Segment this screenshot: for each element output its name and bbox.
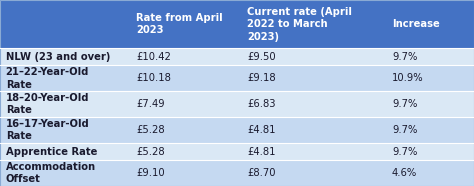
Bar (0, 0, 130, 48)
Text: £4.81: £4.81 (247, 125, 276, 135)
Bar (130, 117, 242, 143)
Text: £9.10: £9.10 (136, 168, 164, 178)
Bar (242, 65, 386, 91)
Bar (0, 143, 130, 160)
Bar (130, 0, 242, 48)
Bar (0, 65, 130, 91)
Text: Apprentice Rate: Apprentice Rate (6, 147, 97, 157)
Text: 4.6%: 4.6% (392, 168, 417, 178)
Bar (242, 0, 386, 48)
Bar (386, 65, 474, 91)
Text: Current rate (April
2022 to March
2023): Current rate (April 2022 to March 2023) (247, 7, 352, 41)
Bar (130, 91, 242, 117)
Text: NLW (23 and over): NLW (23 and over) (6, 52, 110, 62)
Text: 10.9%: 10.9% (392, 73, 424, 83)
Text: £10.42: £10.42 (136, 52, 171, 62)
Bar (386, 143, 474, 160)
Bar (242, 160, 386, 186)
Bar (0, 48, 130, 65)
Bar (242, 143, 386, 160)
Bar (386, 91, 474, 117)
Text: 16–17-Year-Old
Rate: 16–17-Year-Old Rate (6, 119, 90, 141)
Bar (0, 117, 130, 143)
Bar (386, 117, 474, 143)
Text: Accommodation
Offset: Accommodation Offset (6, 162, 96, 184)
Text: 9.7%: 9.7% (392, 147, 418, 157)
Text: £9.18: £9.18 (247, 73, 276, 83)
Text: 9.7%: 9.7% (392, 125, 418, 135)
Bar (242, 91, 386, 117)
Text: Rate from April
2023: Rate from April 2023 (136, 13, 223, 35)
Text: £6.83: £6.83 (247, 99, 276, 109)
Text: 9.7%: 9.7% (392, 99, 418, 109)
Text: £5.28: £5.28 (136, 147, 164, 157)
Text: 9.7%: 9.7% (392, 52, 418, 62)
Text: £5.28: £5.28 (136, 125, 164, 135)
Bar (386, 48, 474, 65)
Text: 18–20-Year-Old
Rate: 18–20-Year-Old Rate (6, 93, 89, 115)
Bar (386, 160, 474, 186)
Text: £8.70: £8.70 (247, 168, 276, 178)
Text: £9.50: £9.50 (247, 52, 276, 62)
Bar (0, 160, 130, 186)
Text: £4.81: £4.81 (247, 147, 276, 157)
Text: £10.18: £10.18 (136, 73, 171, 83)
Bar (130, 65, 242, 91)
Bar (242, 48, 386, 65)
Bar (130, 160, 242, 186)
Text: Increase: Increase (392, 19, 440, 29)
Bar (130, 48, 242, 65)
Bar (386, 0, 474, 48)
Bar (0, 91, 130, 117)
Text: £7.49: £7.49 (136, 99, 164, 109)
Text: 21–22-Year-Old
Rate: 21–22-Year-Old Rate (6, 67, 89, 90)
Bar (130, 143, 242, 160)
Bar (242, 117, 386, 143)
